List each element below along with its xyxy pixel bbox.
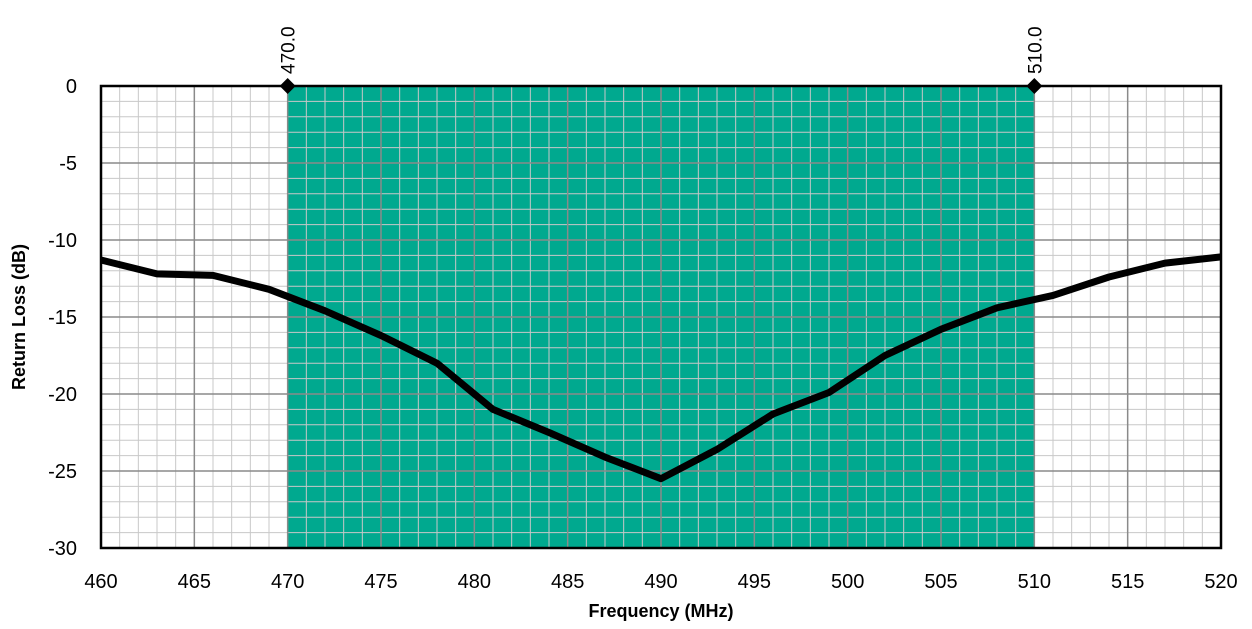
x-tick-label: 510 [1018,571,1051,593]
x-tick-label: 470 [271,571,304,593]
return-loss-line [100,253,1222,483]
x-tick-label: 490 [644,571,677,593]
series-layer [100,253,1222,483]
x-tick-label: 485 [551,571,584,593]
band-marker-diamond [279,78,296,94]
band-marker-diamond [1026,78,1043,94]
y-tick-label: -20 [48,384,77,406]
x-tick-label: 520 [1204,571,1237,593]
band-marker-label: 470.0 [279,26,300,74]
x-tick-label: 505 [924,571,957,593]
y-tick-label: -10 [48,230,77,252]
x-axis-title: Frequency (MHz) [588,601,733,621]
y-tick-label: -30 [48,538,77,560]
y-tick-label: -5 [59,153,77,175]
y-tick-labels: 0 -5 -10 -15 -20 -25 -30 [48,76,77,560]
x-tick-label: 500 [831,571,864,593]
x-tick-label: 495 [738,571,771,593]
x-tick-label: 515 [1111,571,1144,593]
y-tick-label: 0 [66,76,77,98]
x-tick-labels: 460 465 470 475 480 485 490 495 500 505 510 515 520 [84,571,1237,593]
plot-border [99,84,1223,550]
y-tick-label: -25 [48,461,77,483]
y-tick-label: -15 [48,307,77,329]
band-marker-label: 510.0 [1025,26,1046,74]
y-axis-title: Return Loss (dB) [9,244,29,390]
x-tick-label: 475 [364,571,397,593]
x-tick-label: 465 [178,571,211,593]
x-tick-label: 480 [458,571,491,593]
x-tick-label: 460 [84,571,117,593]
band-markers: 470.0 510.0 [279,26,1046,94]
